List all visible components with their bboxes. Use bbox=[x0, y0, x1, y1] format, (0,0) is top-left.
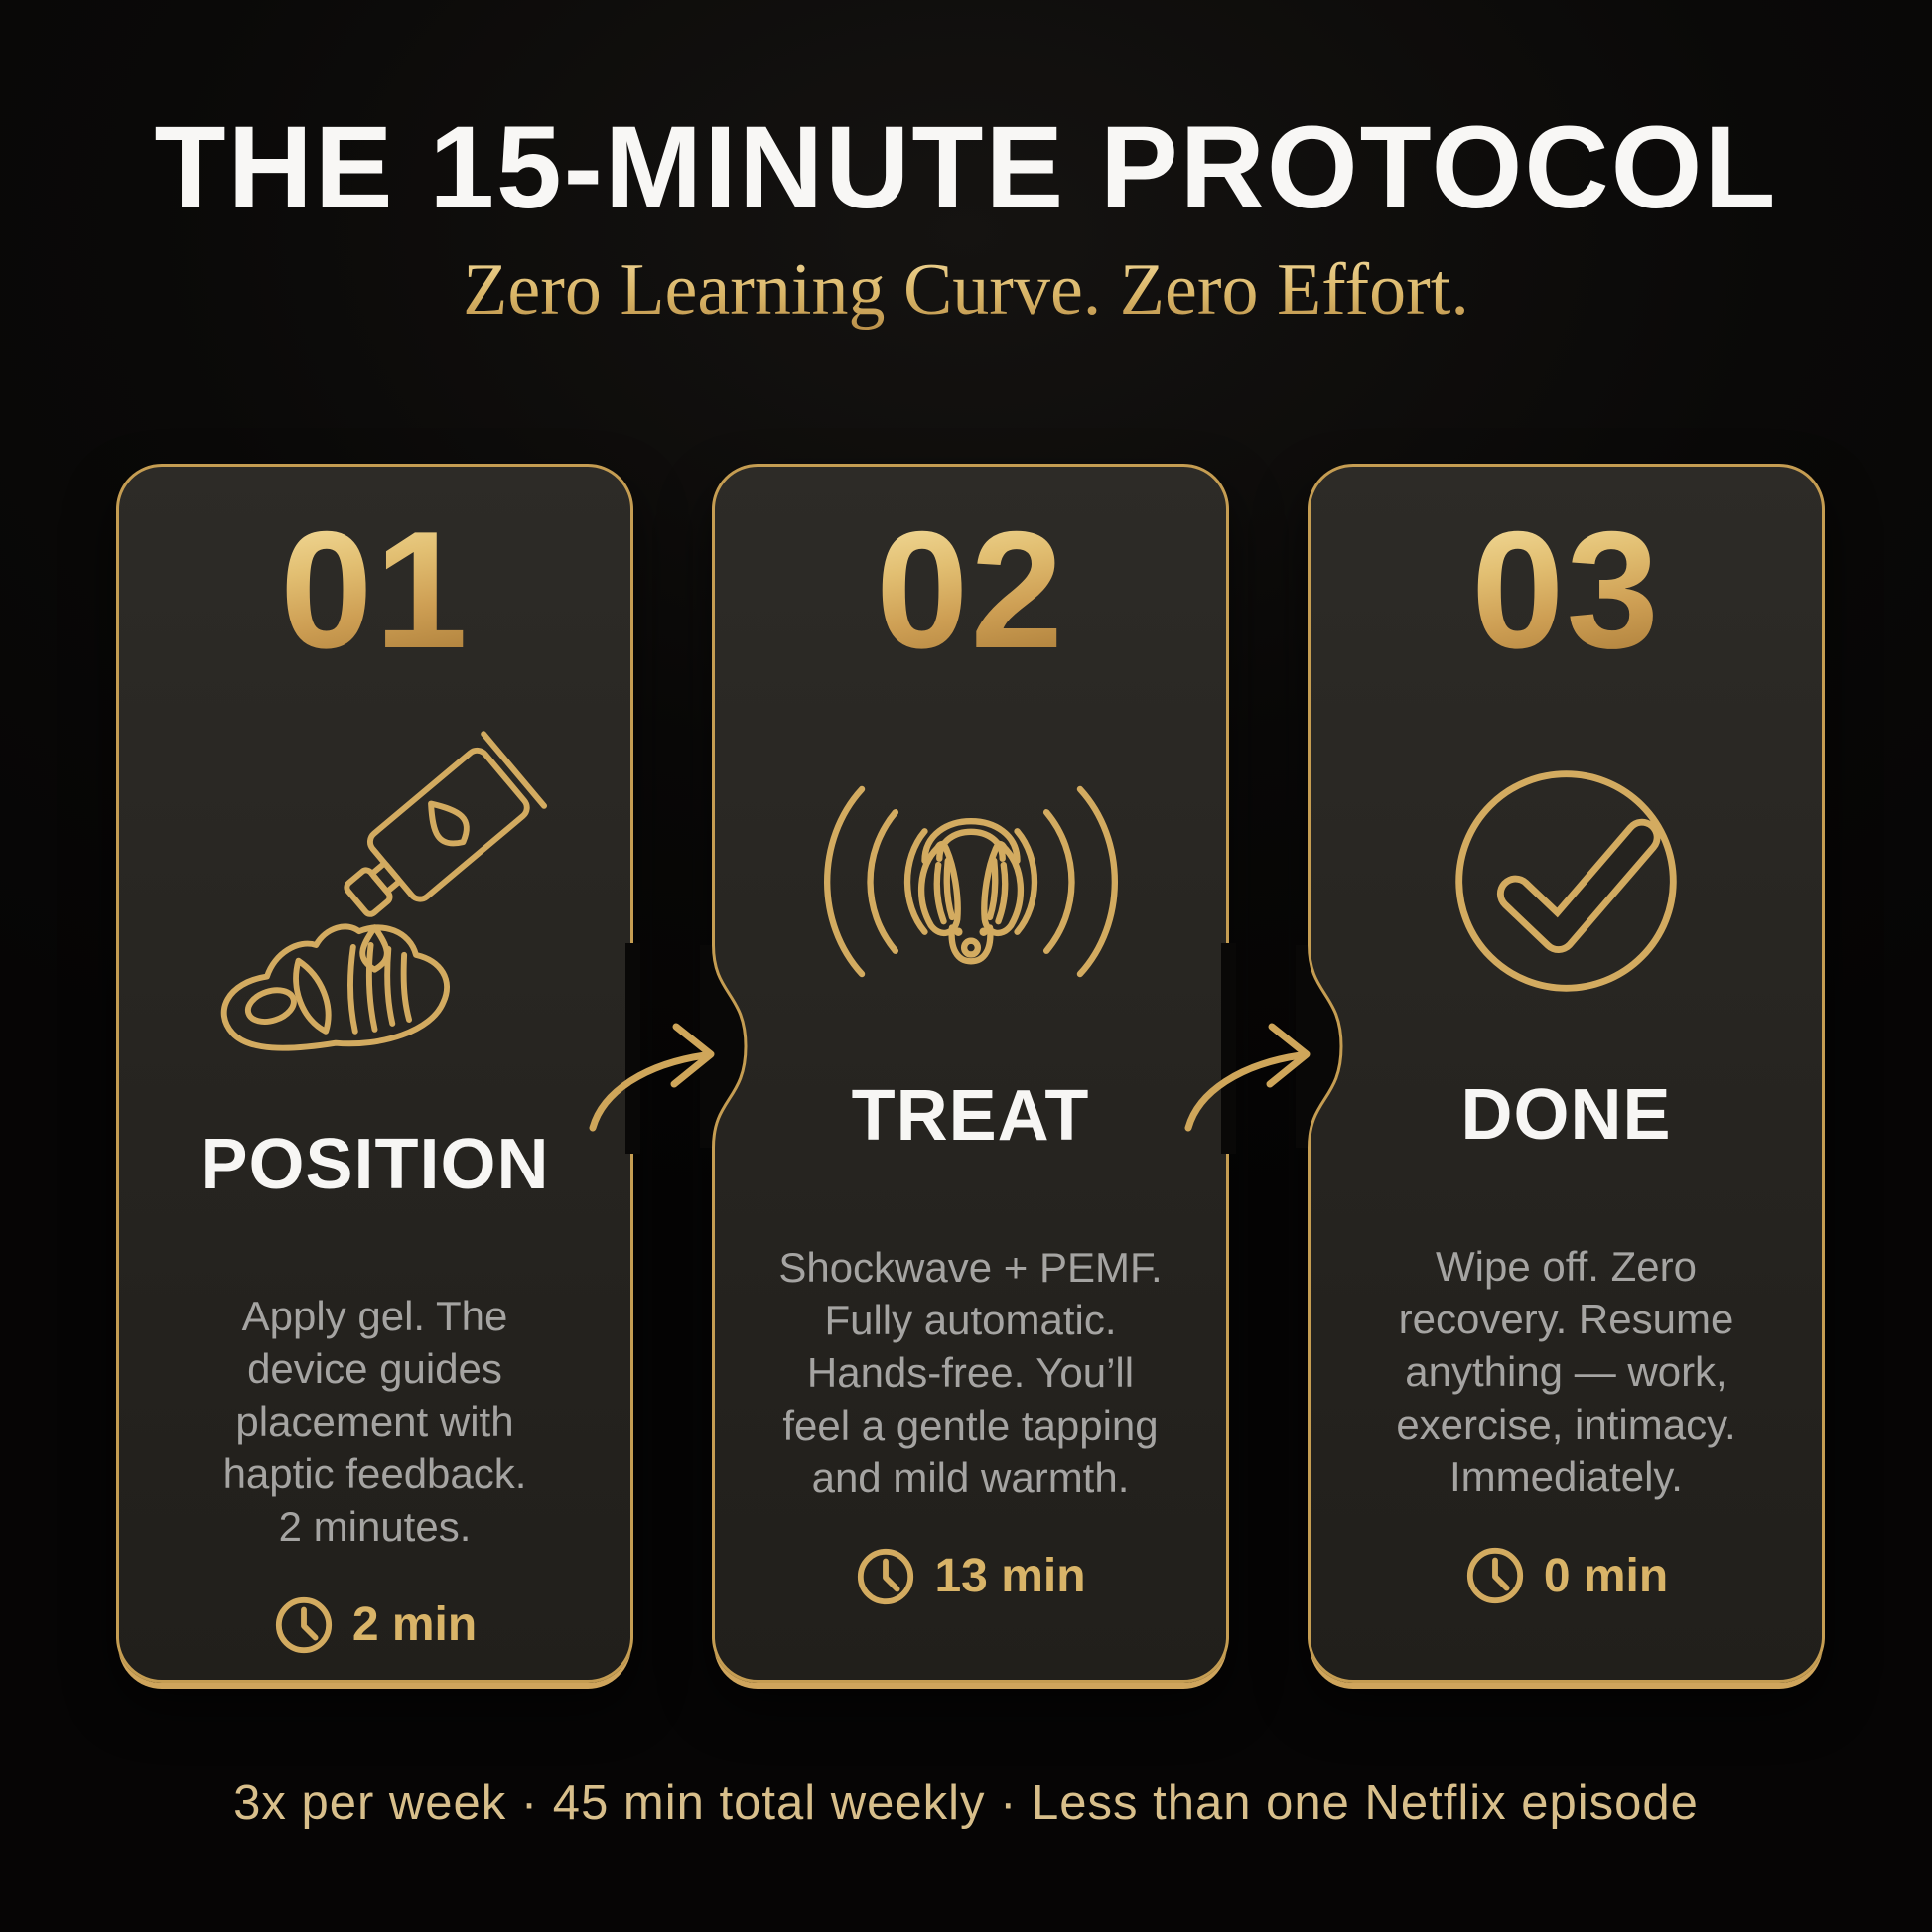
clock-icon bbox=[858, 1548, 914, 1604]
step-card-position: 01 bbox=[116, 464, 633, 1683]
step-card-treat: 02 bbox=[712, 464, 1229, 1683]
duration-label: 13 min bbox=[934, 1550, 1086, 1603]
curved-arrow-right-icon bbox=[1184, 1023, 1311, 1132]
step-card-done: 03 DONE Wipe off. Zero recovery. Resume … bbox=[1308, 464, 1825, 1683]
step-heading: DONE bbox=[1460, 1075, 1672, 1156]
clock-icon bbox=[1466, 1547, 1523, 1604]
check-circle-icon bbox=[1455, 770, 1677, 992]
connector-arrow-1 bbox=[589, 943, 748, 1154]
gel-tube-applicator-icon bbox=[220, 731, 548, 1051]
duration-badge: 13 min bbox=[855, 1546, 1086, 1607]
page-title: THE 15-MINUTE PROTOCOL bbox=[154, 102, 1778, 233]
step-description: Wipe off. Zero recovery. Resume anything… bbox=[1396, 1243, 1736, 1500]
step-icon-wrap bbox=[189, 731, 561, 1077]
device-soundwaves-icon bbox=[823, 785, 1118, 978]
connector-arrow-2 bbox=[1184, 943, 1343, 1154]
duration-badge: 2 min bbox=[273, 1594, 477, 1656]
footer-summary: 3x per week · 45 min total weekly · Less… bbox=[233, 1776, 1699, 1830]
header: THE 15-MINUTE PROTOCOL Zero Learning Cur… bbox=[0, 0, 1932, 331]
duration-label: 0 min bbox=[1543, 1549, 1669, 1602]
step-number: 02 bbox=[876, 496, 1065, 683]
steps-row: 01 bbox=[116, 464, 1825, 1683]
step-heading: POSITION bbox=[200, 1125, 550, 1204]
step-heading: TREAT bbox=[851, 1076, 1090, 1156]
duration-label: 2 min bbox=[351, 1598, 478, 1652]
step-description: Apply gel. The device guides placement w… bbox=[222, 1292, 527, 1550]
duration-badge: 0 min bbox=[1464, 1545, 1668, 1606]
step-icon-wrap bbox=[792, 735, 1150, 1029]
step-description: Shockwave + PEMF. Fully automatic. Hands… bbox=[778, 1243, 1163, 1501]
page-subtitle: Zero Learning Curve. Zero Effort. bbox=[0, 249, 1932, 331]
curved-arrow-right-icon bbox=[589, 1023, 715, 1132]
step-icon-wrap bbox=[1445, 735, 1688, 1028]
step-number: 03 bbox=[1471, 496, 1661, 683]
clock-icon bbox=[275, 1596, 332, 1653]
step-number: 01 bbox=[280, 496, 470, 683]
